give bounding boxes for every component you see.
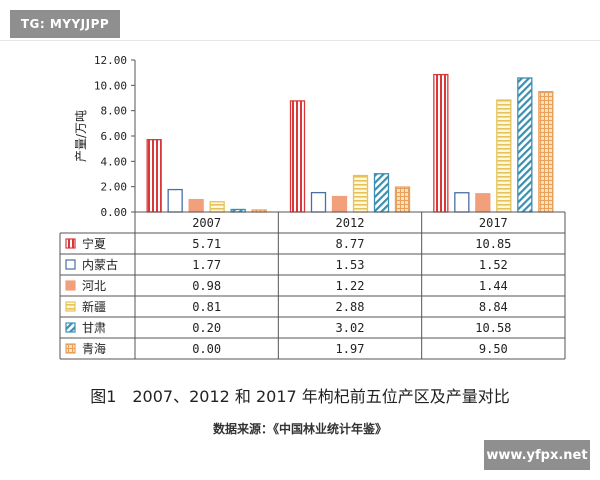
data-label-宁夏-2017: 10.85 <box>475 237 511 251</box>
legend-swatch-青海 <box>65 343 76 354</box>
y-tick-label: 4.00 <box>101 155 128 168</box>
bar-青海-2012 <box>394 186 411 213</box>
y-tick-label: 10.00 <box>94 79 127 92</box>
data-label-甘肃-2007: 0.20 <box>192 321 221 335</box>
legend-label-新疆: 新疆 <box>82 299 106 314</box>
bar-甘肃-2012 <box>373 173 390 213</box>
legend-label-宁夏: 宁夏 <box>82 236 106 251</box>
y-tick-label: 6.00 <box>101 130 128 143</box>
bar-内蒙古-2012 <box>310 191 327 213</box>
y-tick-label: 8.00 <box>101 105 128 118</box>
legend-label-青海: 青海 <box>82 341 106 356</box>
bar-河北-2017 <box>475 193 491 213</box>
data-label-新疆-2012: 2.88 <box>336 300 365 314</box>
x-category-label: 2007 <box>192 216 221 230</box>
data-label-青海-2007: 0.00 <box>192 342 221 356</box>
figure-caption: 图1 2007、2012 和 2017 年枸杞前五位产区及产量对比 <box>90 387 510 406</box>
bar-青海-2017 <box>538 91 554 213</box>
data-label-青海-2012: 1.97 <box>336 342 365 356</box>
top-divider <box>0 40 600 41</box>
bar-甘肃-2017 <box>517 77 533 213</box>
data-label-河北-2017: 1.44 <box>479 279 508 293</box>
data-label-河北-2007: 0.98 <box>192 279 221 293</box>
data-label-内蒙古-2012: 1.53 <box>336 258 365 272</box>
legend-swatch-宁夏 <box>65 238 76 249</box>
bar-chart-with-data-table: 0.00 2.00 4.00 6.00 8.00 10.00 12.00 产量/万吨 2007 2… <box>59 54 566 360</box>
data-label-青海-2017: 9.50 <box>479 342 508 356</box>
tg-watermark-badge: TG: MYYJJPP <box>10 10 120 38</box>
bar-新疆-2007 <box>209 201 225 213</box>
legend-label-甘肃: 甘肃 <box>82 321 106 335</box>
bar-宁夏-2017 <box>433 73 449 213</box>
data-label-甘肃-2017: 10.58 <box>475 321 511 335</box>
legend-label-内蒙古: 内蒙古 <box>82 257 118 272</box>
data-label-新疆-2007: 0.81 <box>192 300 221 314</box>
y-tick-label: 12.00 <box>94 54 127 67</box>
data-label-甘肃-2012: 3.02 <box>336 321 365 335</box>
data-source-note: 数据来源：《中国林业统计年鉴》 <box>212 422 387 436</box>
bar-河北-2012 <box>331 195 348 213</box>
y-tick-label: 2.00 <box>101 181 128 194</box>
bar-河北-2007 <box>188 198 204 213</box>
data-label-内蒙古-2007: 1.77 <box>192 258 221 272</box>
legend-swatch-内蒙古 <box>65 259 76 270</box>
y-axis-title: 产量/万吨 <box>74 110 88 162</box>
site-watermark-badge: www.yfpx.net <box>484 440 590 470</box>
legend-label-河北: 河北 <box>82 279 106 293</box>
bar-新疆-2012 <box>352 174 369 213</box>
bar-宁夏-2007 <box>146 139 162 213</box>
data-label-新疆-2017: 8.84 <box>479 300 508 314</box>
data-label-宁夏-2007: 5.71 <box>192 237 221 251</box>
x-category-label: 2017 <box>479 216 508 230</box>
bar-内蒙古-2007 <box>167 188 183 213</box>
data-label-宁夏-2012: 8.77 <box>336 237 365 251</box>
data-label-河北-2012: 1.22 <box>336 279 365 293</box>
legend-swatch-河北 <box>65 280 76 291</box>
legend-swatch-甘肃 <box>65 322 76 333</box>
legend-swatch-新疆 <box>65 301 76 312</box>
y-tick-label: 0.00 <box>101 206 128 219</box>
bar-宁夏-2012 <box>289 100 306 213</box>
data-label-内蒙古-2017: 1.52 <box>479 258 508 272</box>
bar-新疆-2017 <box>496 99 512 213</box>
x-category-label: 2012 <box>336 216 365 230</box>
bar-内蒙古-2017 <box>454 192 470 213</box>
